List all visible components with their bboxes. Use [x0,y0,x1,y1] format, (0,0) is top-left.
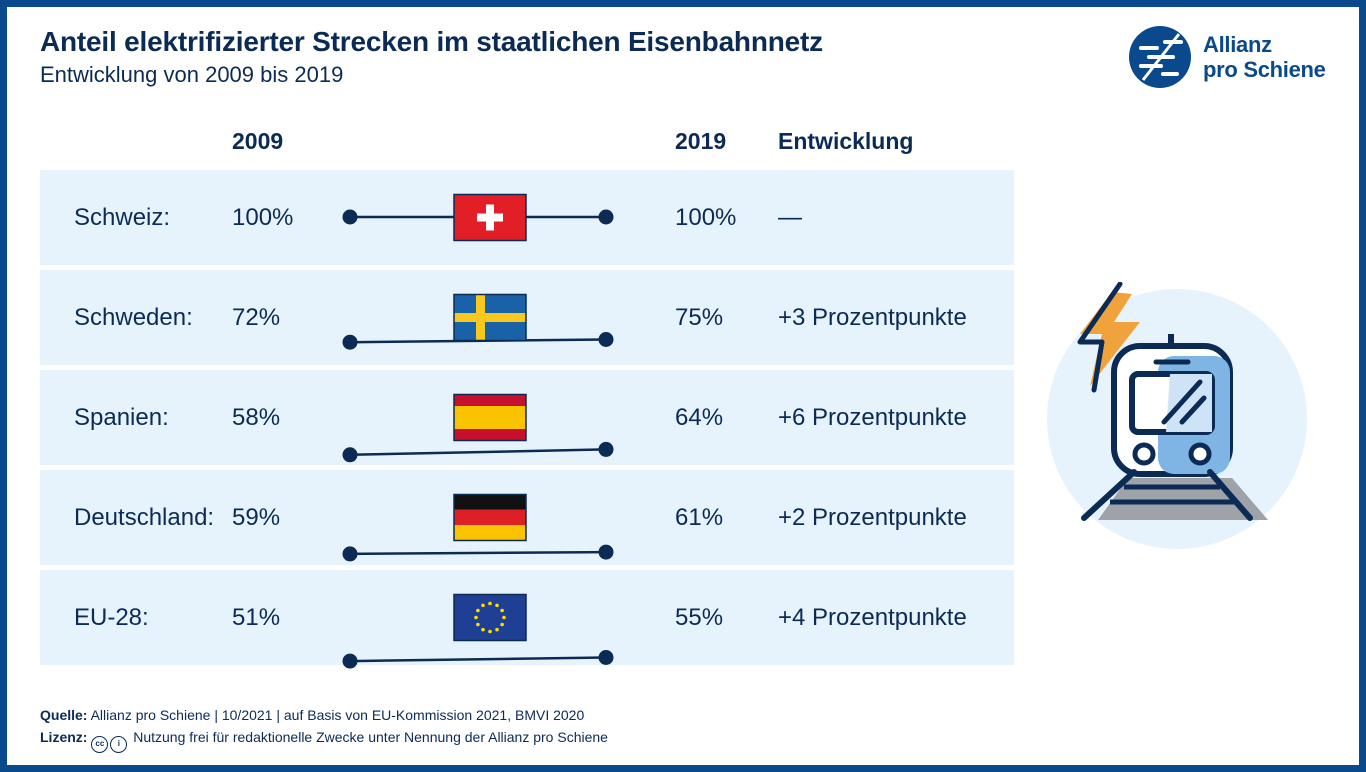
source-line: Quelle: Allianz pro Schiene | 10/2021 | … [40,706,608,728]
value-2019-label: 100% [675,204,737,231]
logo-emblem-icon [1129,26,1191,88]
table-row: Schweiz: 100% 100% — [40,170,1014,265]
electric-train-icon [1047,281,1307,549]
logo-line-1: Allianz [1203,32,1272,57]
allianz-pro-schiene-logo: Allianz pro Schiene [1127,24,1337,90]
value-2009-label: 100% [232,204,294,231]
country-label: Schweiz: [74,204,171,231]
country-label: Spanien: [74,404,169,431]
source-text: Allianz pro Schiene | 10/2021 | auf Basi… [90,707,585,723]
license-text: Nutzung frei für redaktionelle Zwecke un… [133,729,608,745]
change-label: +3 Prozentpunkte [778,304,967,331]
logo-wordmark: Allianz pro Schiene [1203,32,1326,82]
change-label: — [778,204,802,231]
chart-subtitle: Entwicklung von 2009 bis 2019 [40,62,344,87]
logo-line-2: pro Schiene [1203,57,1326,82]
train-illustration [1040,281,1320,552]
country-label: Schweden: [74,304,193,331]
attribution-icon: i [110,736,128,753]
creative-commons-icon: cc [91,736,109,753]
change-label: +2 Prozentpunkte [778,504,967,531]
footer: Quelle: Allianz pro Schiene | 10/2021 | … [40,706,608,753]
table-row: Deutschland: 59% 61% +2 Prozentpunkte [40,470,1014,565]
table-row: EU-28: 51% 55% +4 Prozentpunkte [40,570,1014,665]
value-2019-label: 55% [675,604,724,631]
column-header-change: Entwicklung [778,128,914,154]
license-label: Lizenz: [40,729,88,745]
country-label: Deutschland: [74,504,215,531]
table-row: Schweden: 72% 75% +3 Prozentpunkte [40,270,1014,365]
table-row: Spanien: 58% 64% +6 Prozentpunkte [40,370,1014,465]
value-2009-label: 59% [232,504,281,531]
column-header-2009: 2009 [232,128,284,154]
value-2019-label: 75% [675,304,724,331]
value-2019-label: 61% [675,504,724,531]
column-header-2019: 2019 [675,128,727,154]
value-2019-label: 64% [675,404,724,431]
value-2009-label: 51% [232,604,281,631]
change-label: +4 Prozentpunkte [778,604,967,631]
license-line: Lizenz: cc i Nutzung frei für redaktionel… [40,728,608,753]
value-2009-label: 58% [232,404,281,431]
value-2009-label: 72% [232,304,281,331]
source-label: Quelle: [40,707,88,723]
country-label: EU-28: [74,604,149,631]
chart-title: Anteil elektrifizierter Strecken im staa… [40,26,823,57]
change-label: +6 Prozentpunkte [778,404,967,431]
